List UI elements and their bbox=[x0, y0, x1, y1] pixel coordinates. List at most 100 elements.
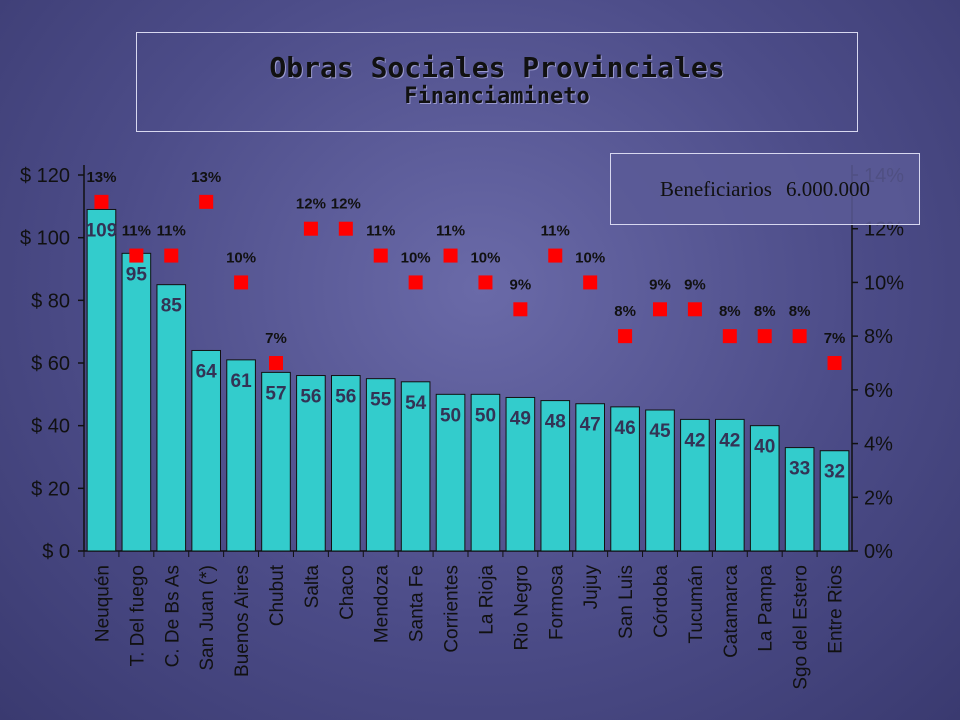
bar bbox=[191, 349, 221, 552]
bar bbox=[365, 378, 396, 552]
percent-marker bbox=[548, 248, 563, 263]
beneficiarios-value: 6.000.000 bbox=[785, 176, 870, 201]
bar-value-label: 40 bbox=[754, 437, 775, 458]
category-label: Catamarca bbox=[721, 565, 742, 658]
bar bbox=[819, 450, 850, 552]
percent-label: 9% bbox=[649, 276, 671, 293]
bar-value-label: 85 bbox=[161, 296, 183, 317]
category-label: Rio Negro bbox=[511, 565, 532, 651]
category-label: Mendoza bbox=[372, 565, 393, 644]
percent-label: 7% bbox=[265, 330, 287, 347]
percent-label: 8% bbox=[719, 303, 741, 320]
category-label: Chubut bbox=[267, 564, 288, 626]
percent-marker bbox=[792, 329, 807, 344]
percent-marker bbox=[757, 329, 772, 344]
bar-value-label: 50 bbox=[475, 405, 496, 426]
bar-value-label: 109 bbox=[86, 220, 118, 241]
category-label: Jujuy bbox=[581, 565, 602, 610]
bar-value-label: 57 bbox=[265, 383, 286, 404]
beneficiarios-box: Beneficiarios 6.000.000 bbox=[610, 153, 920, 225]
percent-marker bbox=[408, 275, 423, 290]
category-label: Formosa bbox=[546, 565, 567, 640]
percent-marker bbox=[513, 302, 528, 317]
bar bbox=[226, 359, 256, 552]
percent-label: 11% bbox=[541, 223, 570, 240]
percent-marker bbox=[653, 302, 667, 317]
percent-marker bbox=[373, 248, 388, 263]
category-label: San Luis bbox=[616, 565, 637, 639]
left-tick-label: $ 80 bbox=[31, 290, 70, 312]
bar bbox=[121, 252, 152, 552]
right-tick-label: 8% bbox=[864, 326, 893, 348]
percent-label: 12% bbox=[331, 196, 361, 213]
percent-marker bbox=[722, 329, 737, 344]
category-label: La Pampa bbox=[756, 565, 777, 652]
left-tick-label: $ 100 bbox=[20, 228, 70, 250]
percent-label: 8% bbox=[614, 303, 636, 320]
bar-value-label: 56 bbox=[335, 387, 356, 408]
left-tick-label: $ 0 bbox=[42, 541, 70, 563]
percent-label: 9% bbox=[510, 276, 532, 293]
percent-label: 8% bbox=[754, 303, 776, 320]
percent-marker bbox=[443, 248, 458, 263]
title-box: Obras Sociales Provinciales Financiamine… bbox=[136, 32, 858, 132]
percent-label: 10% bbox=[226, 249, 256, 266]
percent-label: 10% bbox=[575, 249, 605, 266]
bar bbox=[400, 381, 431, 552]
bar bbox=[156, 284, 187, 552]
left-tick-label: $ 40 bbox=[31, 416, 70, 438]
bar bbox=[331, 375, 361, 552]
bar bbox=[540, 400, 571, 552]
percent-label: 11% bbox=[157, 223, 186, 240]
category-label: Chaco bbox=[337, 565, 358, 620]
category-label: La Rioja bbox=[476, 565, 497, 635]
bar-value-label: 46 bbox=[615, 418, 636, 439]
percent-marker bbox=[478, 275, 493, 290]
bar-value-label: 54 bbox=[405, 393, 427, 414]
category-label: Córdoba bbox=[651, 565, 672, 638]
category-label: Salta bbox=[302, 565, 323, 609]
bar-value-label: 33 bbox=[789, 459, 810, 480]
percent-marker bbox=[687, 302, 702, 317]
percent-marker bbox=[618, 329, 633, 344]
percent-marker bbox=[583, 275, 598, 290]
percent-marker bbox=[827, 356, 842, 370]
bar-value-label: 61 bbox=[231, 371, 253, 392]
bar-value-label: 42 bbox=[684, 430, 705, 451]
percent-marker bbox=[129, 248, 144, 263]
bar-value-label: 64 bbox=[196, 361, 218, 382]
bar-value-label: 56 bbox=[300, 387, 321, 408]
percent-marker bbox=[94, 194, 109, 209]
chart-subtitle: Financiamineto bbox=[404, 84, 590, 109]
bar-value-label: 48 bbox=[545, 412, 566, 433]
bar-value-label: 55 bbox=[370, 390, 392, 411]
bar bbox=[296, 375, 326, 552]
bar bbox=[575, 403, 605, 552]
percent-label: 11% bbox=[366, 223, 395, 240]
left-tick-label: $ 120 bbox=[20, 165, 70, 187]
right-tick-label: 0% bbox=[864, 541, 893, 563]
percent-label: 7% bbox=[824, 330, 846, 347]
bar bbox=[715, 418, 745, 552]
percent-marker bbox=[234, 275, 249, 290]
bar bbox=[470, 393, 501, 552]
percent-label: 10% bbox=[470, 249, 500, 266]
bar-value-label: 50 bbox=[440, 405, 461, 426]
percent-label: 9% bbox=[684, 276, 706, 293]
category-label: Sgo del Estero bbox=[791, 565, 812, 690]
bar bbox=[86, 208, 117, 552]
bar-value-label: 32 bbox=[824, 462, 845, 483]
right-tick-label: 4% bbox=[864, 434, 893, 456]
percent-marker bbox=[199, 194, 214, 209]
bar-value-label: 42 bbox=[719, 430, 740, 451]
bar-value-label: 47 bbox=[580, 415, 601, 436]
bar bbox=[784, 447, 815, 552]
percent-label: 11% bbox=[436, 223, 465, 240]
category-label: Buenos Aires bbox=[232, 565, 253, 677]
category-label: Santa Fe bbox=[407, 565, 428, 642]
right-tick-label: 6% bbox=[864, 380, 893, 402]
left-tick-label: $ 60 bbox=[31, 353, 70, 375]
percent-marker bbox=[269, 356, 283, 370]
category-label: T. Del fuego bbox=[127, 565, 148, 666]
